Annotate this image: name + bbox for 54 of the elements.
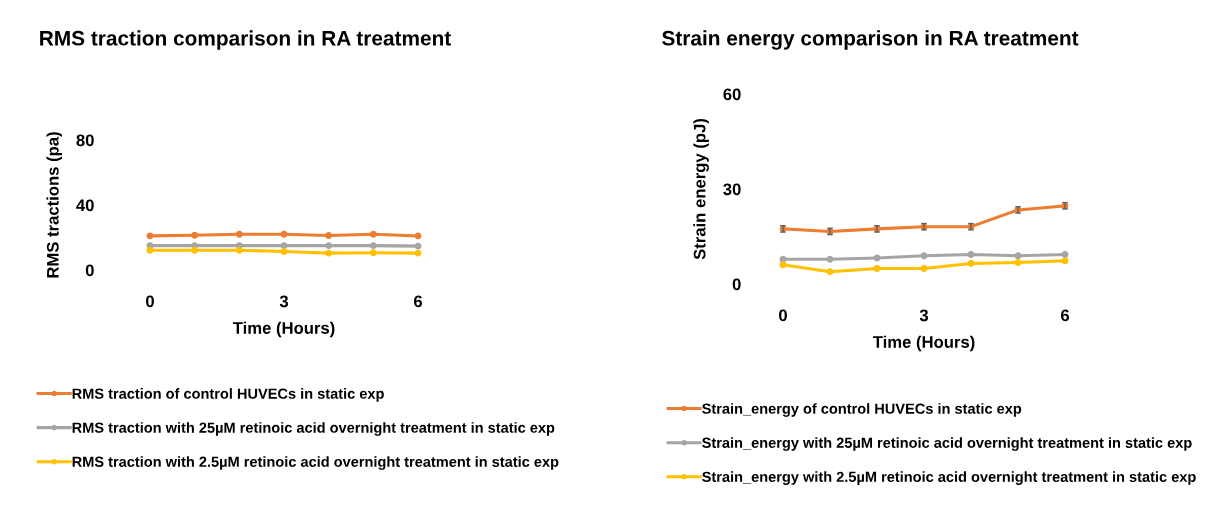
y-tick-label: 0: [85, 264, 94, 277]
point: [191, 246, 199, 254]
point: [369, 249, 377, 257]
point: [967, 259, 975, 267]
x-tick-label: 0: [146, 295, 154, 308]
point: [1014, 258, 1022, 266]
y-axis-title: Strain energy (pJ): [693, 118, 709, 260]
y-tick-label: 40: [76, 199, 94, 212]
legend-label: Strain_energy with 2.5µM retinoic acid overnight treatment in static exp: [702, 471, 1196, 485]
point: [779, 261, 787, 269]
point: [280, 248, 288, 255]
legend-label: Strain_energy with 25µM retinoic acid overnight treatment in static exp: [702, 437, 1192, 451]
point: [325, 249, 333, 257]
point: [191, 231, 199, 239]
point: [1014, 252, 1022, 260]
y-tick-label: 60: [723, 88, 741, 101]
x-axis-title: Time (Hours): [872, 335, 975, 352]
legend-label: RMS traction with 2.5µM retinoic acid overnight treatment in static exp: [72, 456, 559, 470]
point: [1061, 257, 1069, 265]
point: [235, 230, 243, 238]
x-tick-label: 3: [919, 309, 929, 322]
point: [826, 255, 834, 263]
y-tick-label: 80: [76, 134, 94, 147]
point: [146, 232, 154, 240]
point: [1061, 251, 1069, 259]
y-axis-title: RMS tractions (pa): [46, 132, 63, 278]
y-tick-label: 0: [732, 278, 741, 291]
x-tick-label: 0: [779, 309, 787, 322]
point: [873, 265, 881, 272]
point: [280, 230, 288, 238]
y-tick-label: 30: [723, 183, 741, 196]
point: [414, 232, 422, 240]
point: [414, 242, 422, 250]
point: [280, 242, 288, 250]
x-axis-title: Time (Hours): [232, 321, 335, 338]
x-tick-label: 6: [413, 295, 423, 308]
legend-label: RMS traction of control HUVECs in static exp: [72, 388, 384, 402]
point: [325, 232, 333, 240]
legend-label: RMS traction with 25µM retinoic acid overnight treatment in static exp: [72, 422, 555, 436]
point: [369, 242, 377, 250]
point: [826, 268, 834, 276]
x-tick-label: 3: [279, 295, 289, 308]
point: [146, 246, 154, 254]
legend-label: Strain_energy of control HUVECs in static exp: [702, 403, 1022, 417]
point: [920, 265, 928, 272]
point: [235, 246, 243, 254]
chart-title: RMS traction comparison in RA treatment: [40, 30, 451, 50]
point: [920, 252, 928, 260]
point: [325, 242, 333, 250]
point: [967, 251, 975, 259]
x-tick-label: 6: [1060, 309, 1070, 322]
point: [414, 249, 422, 257]
chart-title: Strain energy comparison in RA treatment: [662, 30, 1079, 50]
point: [369, 230, 377, 238]
